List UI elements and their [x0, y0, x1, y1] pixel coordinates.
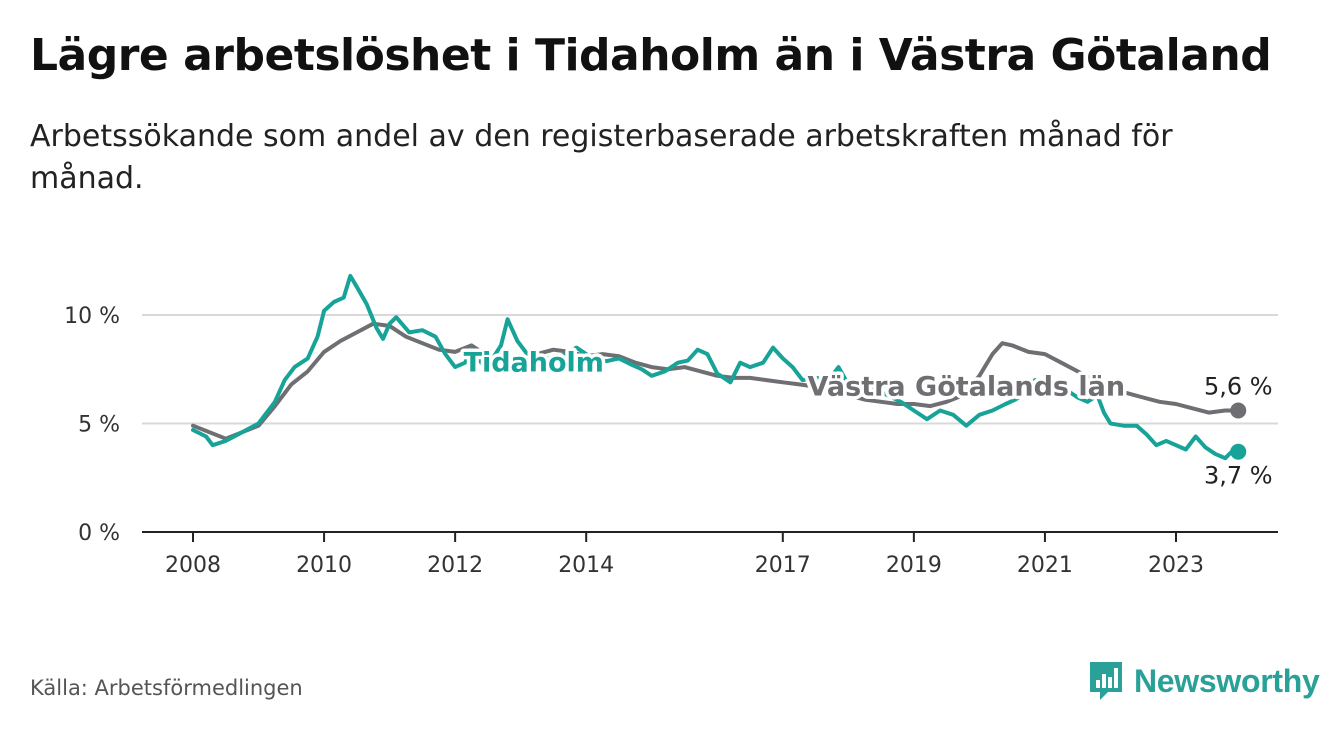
x-tick-label: 2023	[1148, 553, 1204, 578]
chart-title: Lägre arbetslöshet i Tidaholm än i Västr…	[30, 30, 1272, 81]
source-note: Källa: Arbetsförmedlingen	[30, 676, 303, 700]
series-line-tidaholm	[191, 273, 1241, 461]
x-tick-label: 2019	[886, 553, 942, 578]
series-end-marker	[1230, 443, 1247, 460]
x-tick-label: 2014	[558, 553, 614, 578]
y-tick-label: 10 %	[64, 304, 120, 329]
y-tick-label: 5 %	[78, 413, 120, 438]
x-tick-label: 2012	[427, 553, 483, 578]
series-lines	[191, 273, 1247, 461]
series-end-value-label: 5,6 %	[1204, 372, 1273, 400]
newsworthy-logo: Newsworthy	[1088, 660, 1320, 702]
newsworthy-logo-text: Newsworthy	[1134, 662, 1320, 699]
grid-lines	[142, 314, 1278, 533]
series-label-vastra-gotaland: Västra Götalands län	[807, 371, 1125, 402]
y-tick-label: 0 %	[78, 521, 120, 546]
y-axis-ticks: 0 % 5 % 10 %	[64, 304, 120, 546]
x-tick-label: 2010	[296, 553, 352, 578]
series-labels: 5,6 % 3,7 % Tidaholm Västra Götalands län	[460, 344, 1273, 490]
newsworthy-logo-icon	[1090, 662, 1122, 700]
series-end-marker	[1230, 402, 1247, 419]
x-axis-ticks: 2008 2010 2012 2014 2017 2019 2021 2023	[165, 532, 1204, 578]
x-tick-label: 2017	[755, 553, 811, 578]
chart-subtitle: Arbetssökande som andel av den registerb…	[30, 119, 1173, 196]
x-tick-label: 2008	[165, 553, 221, 578]
series-label-tidaholm: Tidaholm	[464, 347, 604, 378]
x-tick-label: 2021	[1017, 553, 1073, 578]
series-end-value-label: 3,7 %	[1204, 462, 1273, 490]
